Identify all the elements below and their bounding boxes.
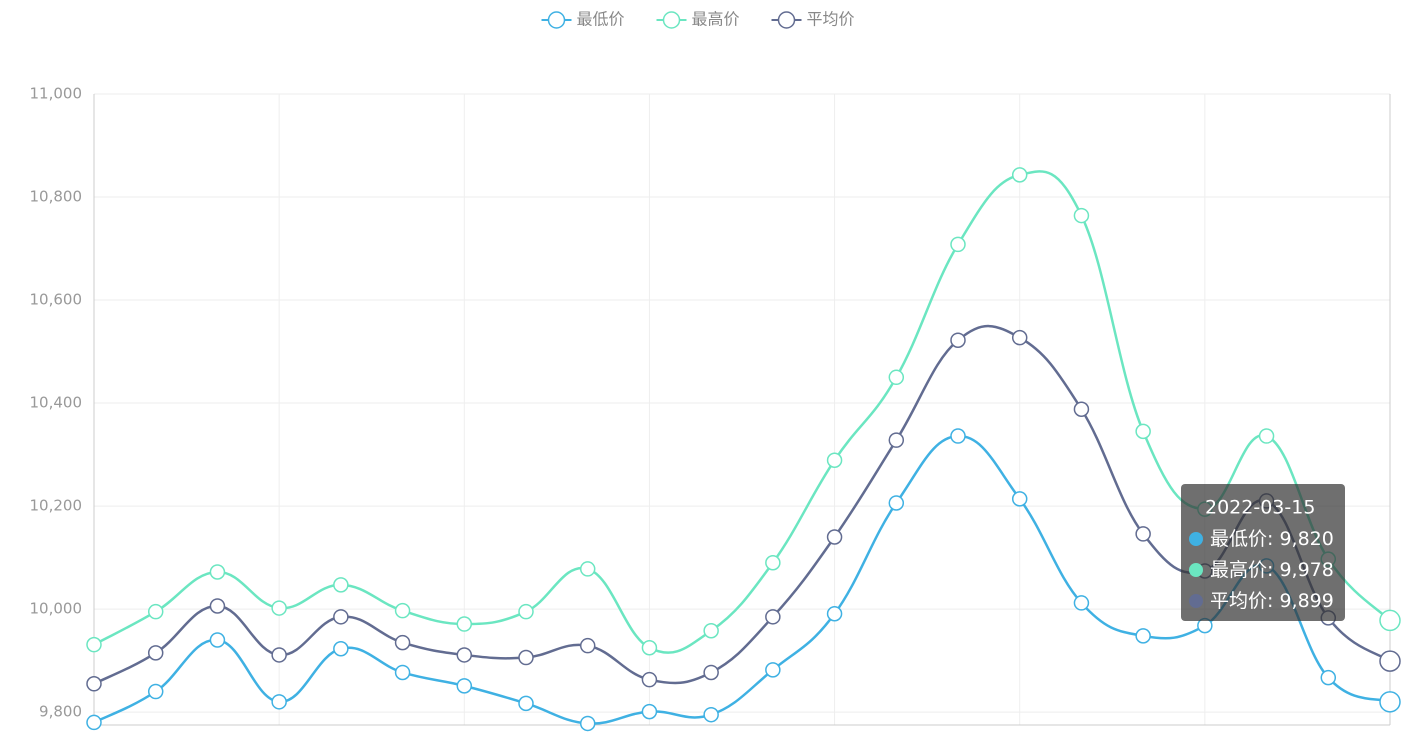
data-point[interactable] — [765, 609, 781, 625]
data-point[interactable] — [888, 369, 905, 386]
data-point[interactable] — [703, 706, 719, 723]
data-point[interactable] — [826, 452, 843, 468]
data-point[interactable] — [1135, 628, 1151, 644]
data-point[interactable] — [209, 598, 226, 614]
tooltip-dot — [1189, 563, 1203, 577]
data-point[interactable] — [394, 602, 411, 619]
data-point[interactable] — [1011, 167, 1028, 183]
legend-label: 平均价 — [807, 10, 855, 29]
data-point[interactable] — [518, 603, 534, 620]
tooltip-series: 最高价 — [1210, 559, 1267, 581]
tooltip-value: 9,899 — [1279, 590, 1333, 612]
data-point[interactable] — [1379, 609, 1401, 632]
data-point[interactable] — [1135, 423, 1151, 440]
data-point[interactable] — [950, 332, 966, 348]
legend-icon — [662, 11, 681, 29]
data-point[interactable] — [456, 678, 473, 694]
data-point[interactable] — [147, 683, 164, 700]
data-point[interactable] — [641, 639, 658, 656]
legend-item[interactable]: 最低价 — [541, 10, 625, 29]
data-point[interactable] — [1073, 401, 1090, 417]
tooltip-title: 2022-03-15 — [1205, 497, 1315, 519]
grid: 9,800 10,000 10,200 10,400 10,600 10,800 11,00… — [30, 85, 1391, 726]
data-point[interactable] — [1379, 650, 1401, 672]
data-point[interactable] — [209, 564, 226, 580]
data-point[interactable] — [394, 664, 411, 681]
data-point[interactable] — [950, 236, 966, 253]
data-point[interactable] — [1011, 329, 1028, 346]
data-point[interactable] — [456, 647, 473, 663]
data-point[interactable] — [703, 664, 719, 681]
legend: 最低价 最高价 平均价 — [541, 10, 855, 29]
data-point[interactable] — [86, 636, 102, 653]
data-point[interactable] — [147, 645, 164, 661]
tooltip-series: 最低价 — [1210, 528, 1267, 550]
data-point[interactable] — [518, 695, 534, 712]
separator: : — [1267, 559, 1279, 581]
data-point[interactable] — [641, 703, 658, 720]
data-point[interactable] — [456, 616, 473, 632]
legend-icon — [777, 11, 796, 29]
separator: : — [1267, 528, 1279, 550]
data-point[interactable] — [271, 600, 287, 616]
data-point[interactable] — [394, 634, 411, 651]
tooltip-value: 9,978 — [1279, 559, 1333, 581]
y-tick-label: 10,400 — [30, 394, 83, 412]
lines — [86, 167, 1401, 732]
separator: : — [1267, 590, 1279, 612]
data-point[interactable] — [579, 561, 596, 577]
data-point[interactable] — [271, 694, 287, 710]
y-tick-label: 9,800 — [39, 703, 82, 721]
data-point[interactable] — [641, 671, 658, 688]
data-point[interactable] — [826, 605, 843, 622]
tooltip-box — [1181, 484, 1345, 621]
data-point[interactable] — [333, 609, 349, 625]
y-tick-label: 11,000 — [30, 85, 83, 103]
data-point[interactable] — [765, 662, 781, 678]
data-point[interactable] — [1135, 526, 1151, 542]
data-point[interactable] — [1011, 491, 1028, 507]
data-point[interactable] — [826, 529, 843, 545]
tooltip-item: 最低价: 9,820 — [1210, 528, 1334, 550]
data-point[interactable] — [579, 715, 596, 732]
data-point[interactable] — [1379, 691, 1401, 713]
y-tick-label: 10,600 — [30, 291, 83, 309]
data-point[interactable] — [333, 641, 349, 657]
tooltip: 2022-03-15 最低价: 9,820 最高价: 9,978 平均价: 9,899 — [1181, 484, 1345, 621]
tooltip-item: 平均价: 9,899 — [1210, 590, 1334, 612]
data-point[interactable] — [888, 432, 905, 448]
legend-label: 最高价 — [692, 10, 740, 29]
data-point[interactable] — [1320, 669, 1337, 686]
legend-item[interactable]: 最高价 — [656, 10, 740, 29]
data-point[interactable] — [333, 577, 349, 593]
y-tick-label: 10,000 — [30, 600, 83, 618]
data-point[interactable] — [1073, 595, 1090, 611]
tooltip-item: 最高价: 9,978 — [1210, 559, 1334, 581]
data-point[interactable] — [950, 428, 966, 444]
legend-label: 最低价 — [577, 10, 625, 29]
data-point[interactable] — [888, 495, 905, 511]
data-point[interactable] — [1258, 428, 1275, 444]
legend-icon — [547, 11, 566, 29]
y-tick-label: 10,800 — [30, 188, 83, 206]
data-point[interactable] — [147, 603, 164, 620]
tooltip-value: 9,820 — [1279, 528, 1333, 550]
data-point[interactable] — [703, 622, 719, 639]
data-point[interactable] — [579, 637, 596, 654]
legend-item[interactable]: 平均价 — [771, 10, 855, 29]
tooltip-dot — [1189, 594, 1203, 608]
y-tick-label: 10,200 — [30, 497, 83, 515]
data-point[interactable] — [1073, 207, 1090, 224]
data-point[interactable] — [86, 714, 102, 731]
data-point[interactable] — [86, 676, 102, 692]
data-point[interactable] — [518, 649, 534, 666]
tooltip-series: 平均价 — [1210, 590, 1267, 612]
data-point[interactable] — [765, 554, 781, 571]
data-point[interactable] — [271, 647, 287, 663]
data-point[interactable] — [209, 632, 226, 648]
tooltip-dot — [1189, 532, 1203, 546]
